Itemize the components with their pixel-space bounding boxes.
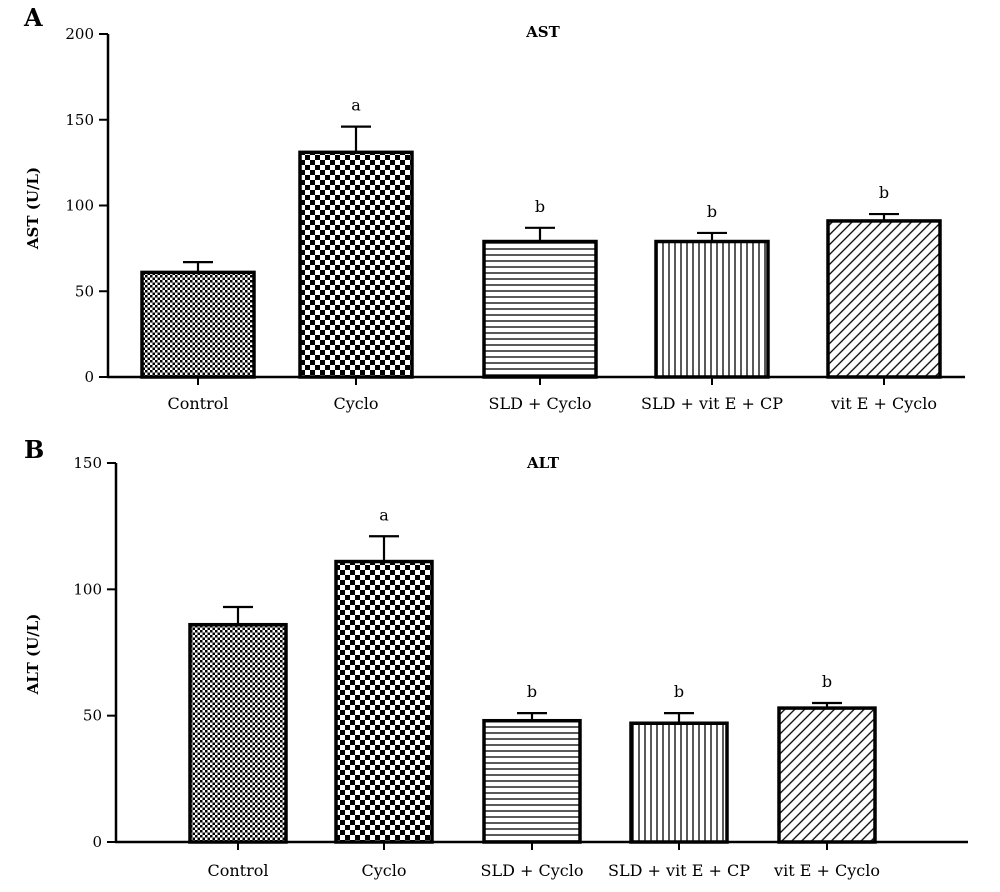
significance-label: b (527, 682, 537, 701)
y-tick-label: 100 (73, 580, 102, 598)
significance-label: b (707, 202, 717, 221)
bar (482, 239, 598, 379)
chart-title: ALT (526, 454, 560, 472)
y-tick-label: 100 (65, 197, 94, 215)
y-tick-label: 200 (65, 25, 94, 43)
y-tick-label: 0 (92, 833, 102, 851)
bar (140, 270, 256, 379)
panel-letter-b: B (24, 435, 44, 464)
bar (298, 150, 414, 379)
significance-label: b (535, 197, 545, 216)
bar (629, 721, 729, 844)
significance-label: a (351, 96, 361, 115)
bar (188, 622, 288, 844)
significance-label: a (379, 505, 389, 524)
category-label: vit E + Cyclo (830, 394, 937, 413)
y-tick-label: 0 (84, 368, 94, 386)
bar (482, 718, 582, 844)
category-label: SLD + vit E + CP (608, 861, 750, 880)
alt-chart: B ALT ALT (U/L) 0 50 100 150 Control a Cyclo b SLD… (24, 435, 968, 880)
category-label: vit E + Cyclo (773, 861, 880, 880)
category-label: SLD + Cyclo (481, 861, 584, 880)
category-label: Cyclo (362, 861, 407, 880)
bar (826, 219, 942, 379)
y-tick-label: 150 (73, 454, 102, 472)
category-label: SLD + vit E + CP (641, 394, 783, 413)
y-axis-label: AST (U/L) (24, 167, 42, 250)
bar (777, 706, 877, 844)
y-tick-label: 150 (65, 111, 94, 129)
bar (334, 559, 434, 844)
significance-label: b (879, 183, 889, 202)
ast-chart: A AST AST (U/L) 0 50 100 150 200 Control a Cyclo b… (23, 3, 965, 413)
chart-title: AST (525, 23, 560, 41)
bar (654, 239, 770, 379)
y-tick-label: 50 (83, 707, 102, 725)
significance-label: b (674, 682, 684, 701)
y-axis-label: ALT (U/L) (24, 614, 42, 696)
panel-letter-a: A (23, 3, 43, 32)
y-tick-label: 50 (75, 282, 94, 300)
panel-a: A AST AST (U/L) 0 50 100 150 200 Control a Cyclo b… (0, 0, 1000, 420)
category-label: Control (207, 861, 268, 880)
category-label: Control (167, 394, 228, 413)
panel-b: B ALT ALT (U/L) 0 50 100 150 Control a Cyclo b SLD… (0, 430, 1000, 892)
category-label: SLD + Cyclo (489, 394, 592, 413)
category-label: Cyclo (334, 394, 379, 413)
significance-label: b (822, 672, 832, 691)
